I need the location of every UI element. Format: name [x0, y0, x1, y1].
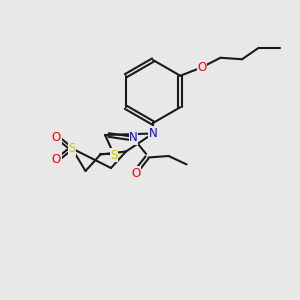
Text: O: O [131, 167, 140, 180]
Text: O: O [52, 153, 61, 167]
Text: O: O [52, 130, 61, 144]
Text: N: N [148, 127, 158, 140]
Text: S: S [110, 148, 118, 162]
Text: S: S [68, 142, 76, 155]
Text: O: O [197, 61, 206, 74]
Text: N: N [129, 131, 138, 145]
